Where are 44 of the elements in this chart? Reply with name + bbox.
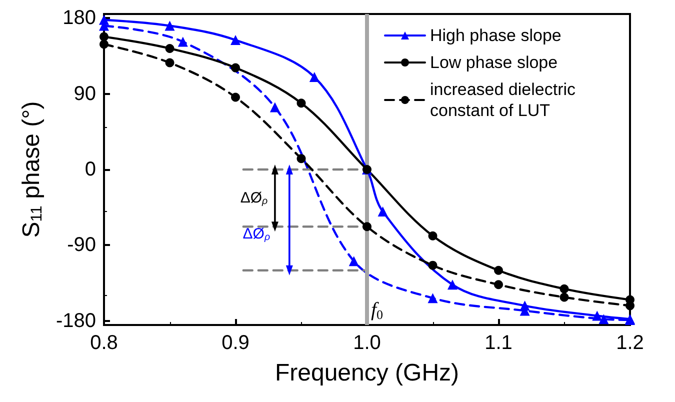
point — [296, 98, 306, 108]
point — [592, 310, 602, 321]
x-tick-label: 0.8 — [90, 332, 118, 354]
x-tick-label: 1.2 — [616, 332, 644, 354]
point — [428, 260, 438, 270]
annotation: ΔØρ — [242, 225, 270, 243]
legend-label: High phase slope — [430, 26, 562, 45]
point — [270, 102, 280, 112]
point — [378, 206, 388, 217]
point — [428, 293, 438, 304]
point — [231, 63, 240, 72]
point — [165, 58, 174, 68]
point — [348, 256, 359, 266]
y-tick-label: -90 — [67, 234, 96, 256]
y-tick-label: -180 — [56, 310, 96, 332]
x-tick-label: 1.0 — [353, 332, 381, 354]
y-tick-label: 180 — [62, 7, 96, 30]
point — [494, 266, 503, 275]
point — [230, 35, 240, 46]
point — [100, 40, 108, 49]
point — [164, 20, 175, 31]
y-tick-label: 90 — [74, 82, 96, 105]
point — [178, 36, 188, 47]
point — [231, 92, 240, 102]
point — [520, 300, 530, 311]
x-tick-label: 1.1 — [484, 332, 512, 354]
point — [428, 231, 438, 240]
point — [309, 72, 320, 82]
y-tick-label: 0 — [84, 158, 96, 180]
point — [494, 280, 503, 290]
legend-label: increased dielectric constant of LUT — [430, 80, 580, 120]
point — [447, 280, 458, 290]
point — [560, 292, 569, 302]
point — [99, 14, 109, 25]
point — [296, 154, 306, 164]
point — [165, 44, 174, 53]
legend-label: Low phase slope — [430, 53, 558, 72]
point — [362, 222, 372, 232]
point — [560, 284, 569, 294]
annotation: ΔØρ — [240, 190, 268, 207]
y-axis-title: S11 phase (°) — [18, 101, 46, 238]
x-tick-label: 0.9 — [222, 332, 250, 354]
point — [100, 32, 108, 42]
x-axis-title: Frequency (GHz) — [274, 360, 460, 386]
